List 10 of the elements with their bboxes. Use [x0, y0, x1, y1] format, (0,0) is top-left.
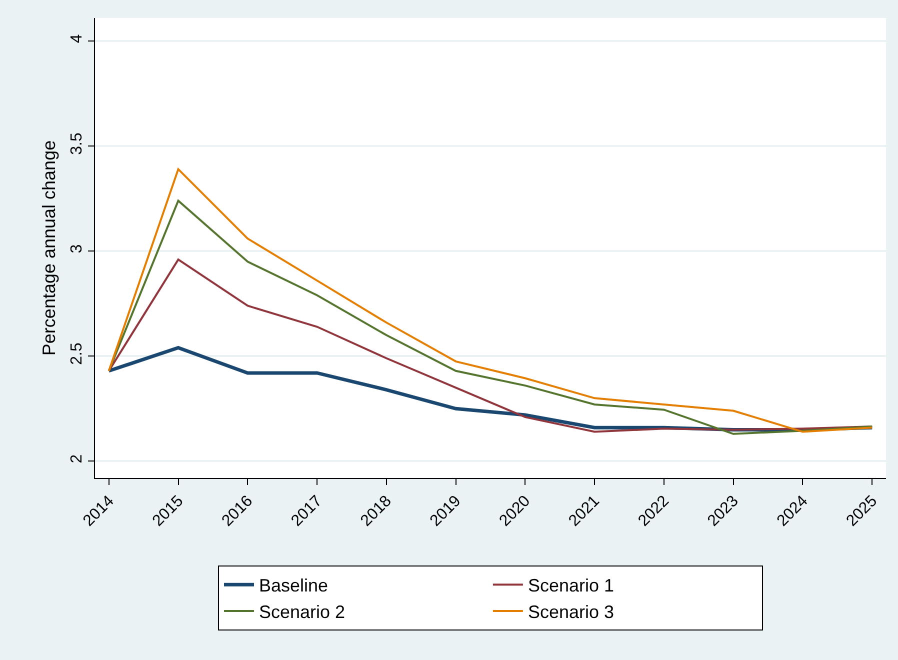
y-tick-label: 2.5 [68, 342, 86, 365]
y-tick-label: 4 [68, 34, 86, 44]
legend-label: Scenario 2 [259, 602, 346, 622]
y-tick-label: 2 [68, 454, 86, 464]
y-axis-title: Percentage annual change [38, 140, 59, 356]
y-tick-label: 3 [68, 244, 86, 254]
legend-label: Scenario 1 [528, 576, 614, 596]
legend-label: Baseline [259, 576, 328, 596]
legend-label: Scenario 3 [528, 602, 614, 622]
y-tick-label: 3.5 [68, 132, 86, 155]
